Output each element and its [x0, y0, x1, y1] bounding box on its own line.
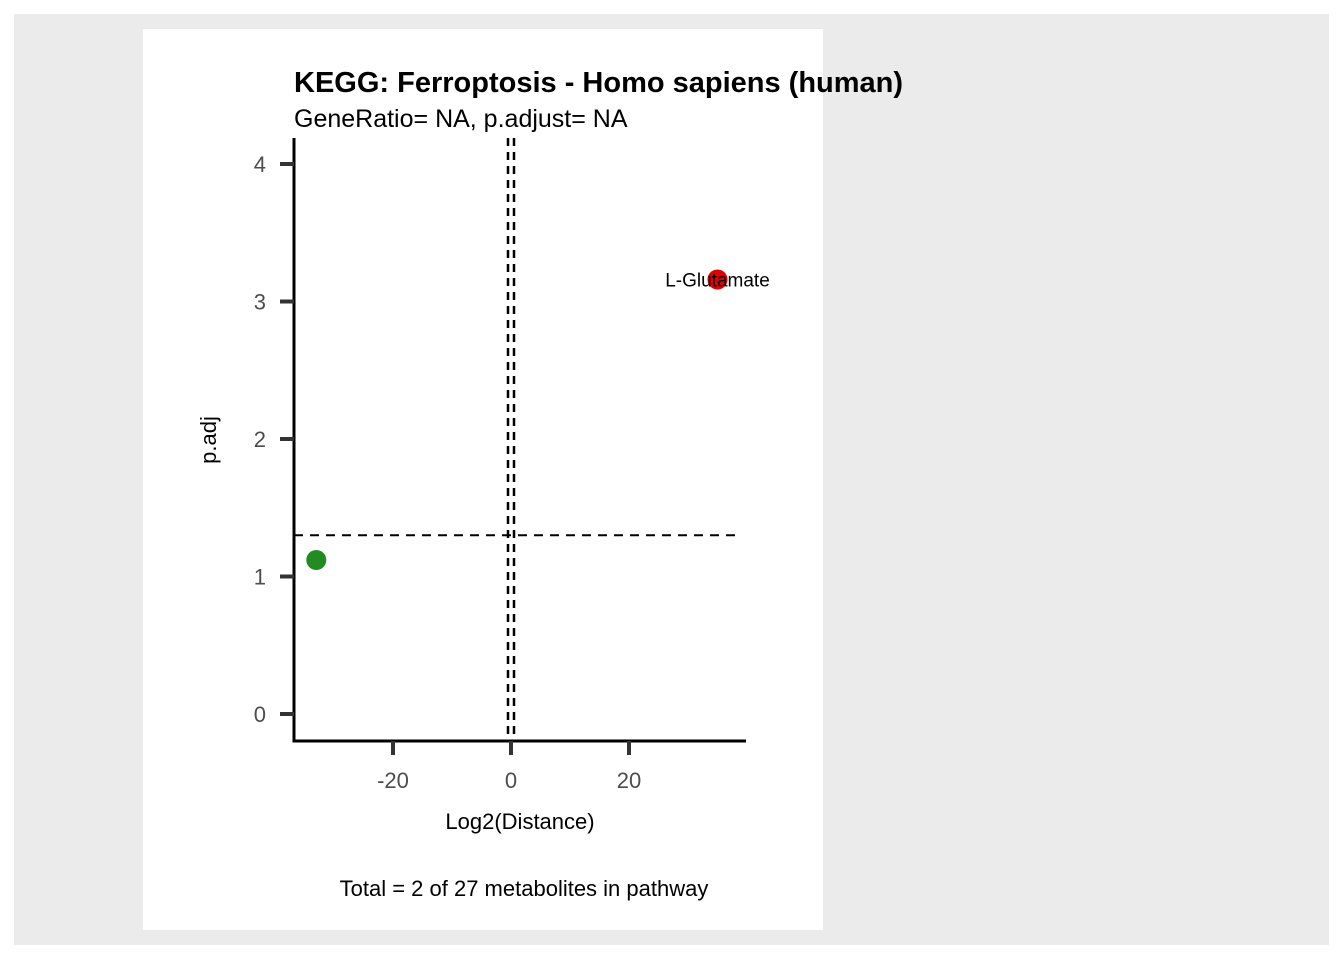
y-axis-title: p.adj: [196, 416, 221, 464]
x-tick-label: 20: [617, 768, 641, 793]
plot-panel: [143, 29, 823, 930]
x-axis-ticks: -20 0 20: [377, 741, 641, 793]
data-points: L-Glutamate: [306, 269, 770, 570]
y-axis-ticks: 0 1 2 3 4: [254, 152, 294, 727]
y-tick-label: 4: [254, 152, 266, 177]
caption: Total = 2 of 27 metabolites in pathway: [340, 876, 709, 901]
y-tick-label: 0: [254, 702, 266, 727]
data-point: [306, 550, 327, 570]
x-tick-label: -20: [377, 768, 409, 793]
data-point: [707, 269, 728, 290]
chart-title: KEGG: Ferroptosis - Homo sapiens (human): [294, 67, 903, 99]
chart-subtitle: GeneRatio= NA, p.adjust= NA: [294, 105, 628, 133]
point-label: L-Glutamate: [665, 271, 770, 292]
x-tick-label: 0: [505, 768, 517, 793]
reference-lines: [294, 138, 740, 741]
y-tick-label: 3: [254, 290, 266, 315]
axes: [292, 138, 746, 743]
y-tick-label: 2: [254, 427, 266, 452]
x-axis-title: Log2(Distance): [445, 809, 594, 834]
y-tick-label: 1: [254, 565, 266, 590]
